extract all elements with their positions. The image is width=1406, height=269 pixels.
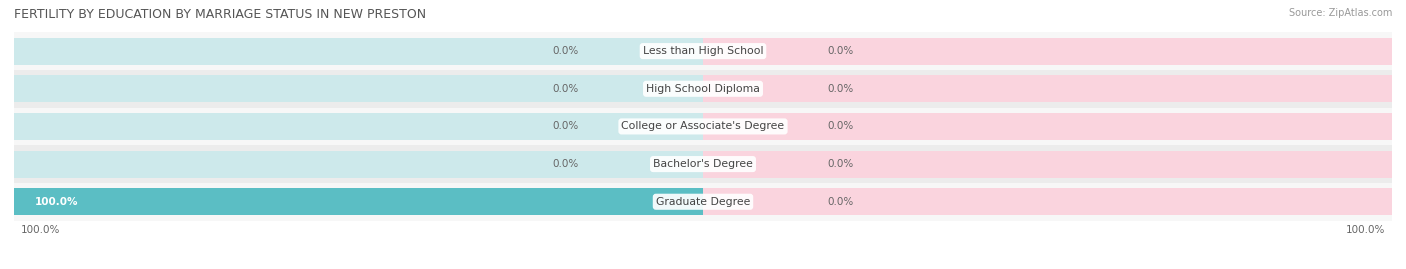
Bar: [14, 75, 703, 102]
Bar: [703, 151, 1392, 178]
Text: 0.0%: 0.0%: [553, 84, 579, 94]
Text: Bachelor's Degree: Bachelor's Degree: [652, 159, 754, 169]
Text: Less than High School: Less than High School: [643, 46, 763, 56]
Text: Graduate Degree: Graduate Degree: [655, 197, 751, 207]
Text: 0.0%: 0.0%: [553, 121, 579, 132]
Bar: [14, 32, 1392, 70]
Bar: [14, 188, 703, 215]
Text: 0.0%: 0.0%: [553, 46, 579, 56]
Bar: [14, 38, 703, 65]
Text: High School Diploma: High School Diploma: [647, 84, 759, 94]
Bar: [14, 183, 1392, 221]
Bar: [14, 113, 703, 140]
Text: 100.0%: 100.0%: [35, 197, 79, 207]
Bar: [14, 188, 703, 215]
Text: FERTILITY BY EDUCATION BY MARRIAGE STATUS IN NEW PRESTON: FERTILITY BY EDUCATION BY MARRIAGE STATU…: [14, 8, 426, 21]
Text: 0.0%: 0.0%: [827, 197, 853, 207]
Legend: Married, Unmarried: Married, Unmarried: [620, 264, 786, 269]
Bar: [14, 70, 1392, 108]
Bar: [703, 113, 1392, 140]
Text: 0.0%: 0.0%: [827, 84, 853, 94]
Text: 0.0%: 0.0%: [827, 159, 853, 169]
Bar: [703, 75, 1392, 102]
Text: 0.0%: 0.0%: [827, 121, 853, 132]
Bar: [14, 151, 703, 178]
Text: 100.0%: 100.0%: [1346, 225, 1385, 235]
Text: College or Associate's Degree: College or Associate's Degree: [621, 121, 785, 132]
Bar: [703, 188, 1392, 215]
Bar: [14, 145, 1392, 183]
Bar: [14, 108, 1392, 145]
Text: 0.0%: 0.0%: [553, 159, 579, 169]
Text: 0.0%: 0.0%: [827, 46, 853, 56]
Text: Source: ZipAtlas.com: Source: ZipAtlas.com: [1288, 8, 1392, 18]
Text: 100.0%: 100.0%: [21, 225, 60, 235]
Bar: [703, 38, 1392, 65]
